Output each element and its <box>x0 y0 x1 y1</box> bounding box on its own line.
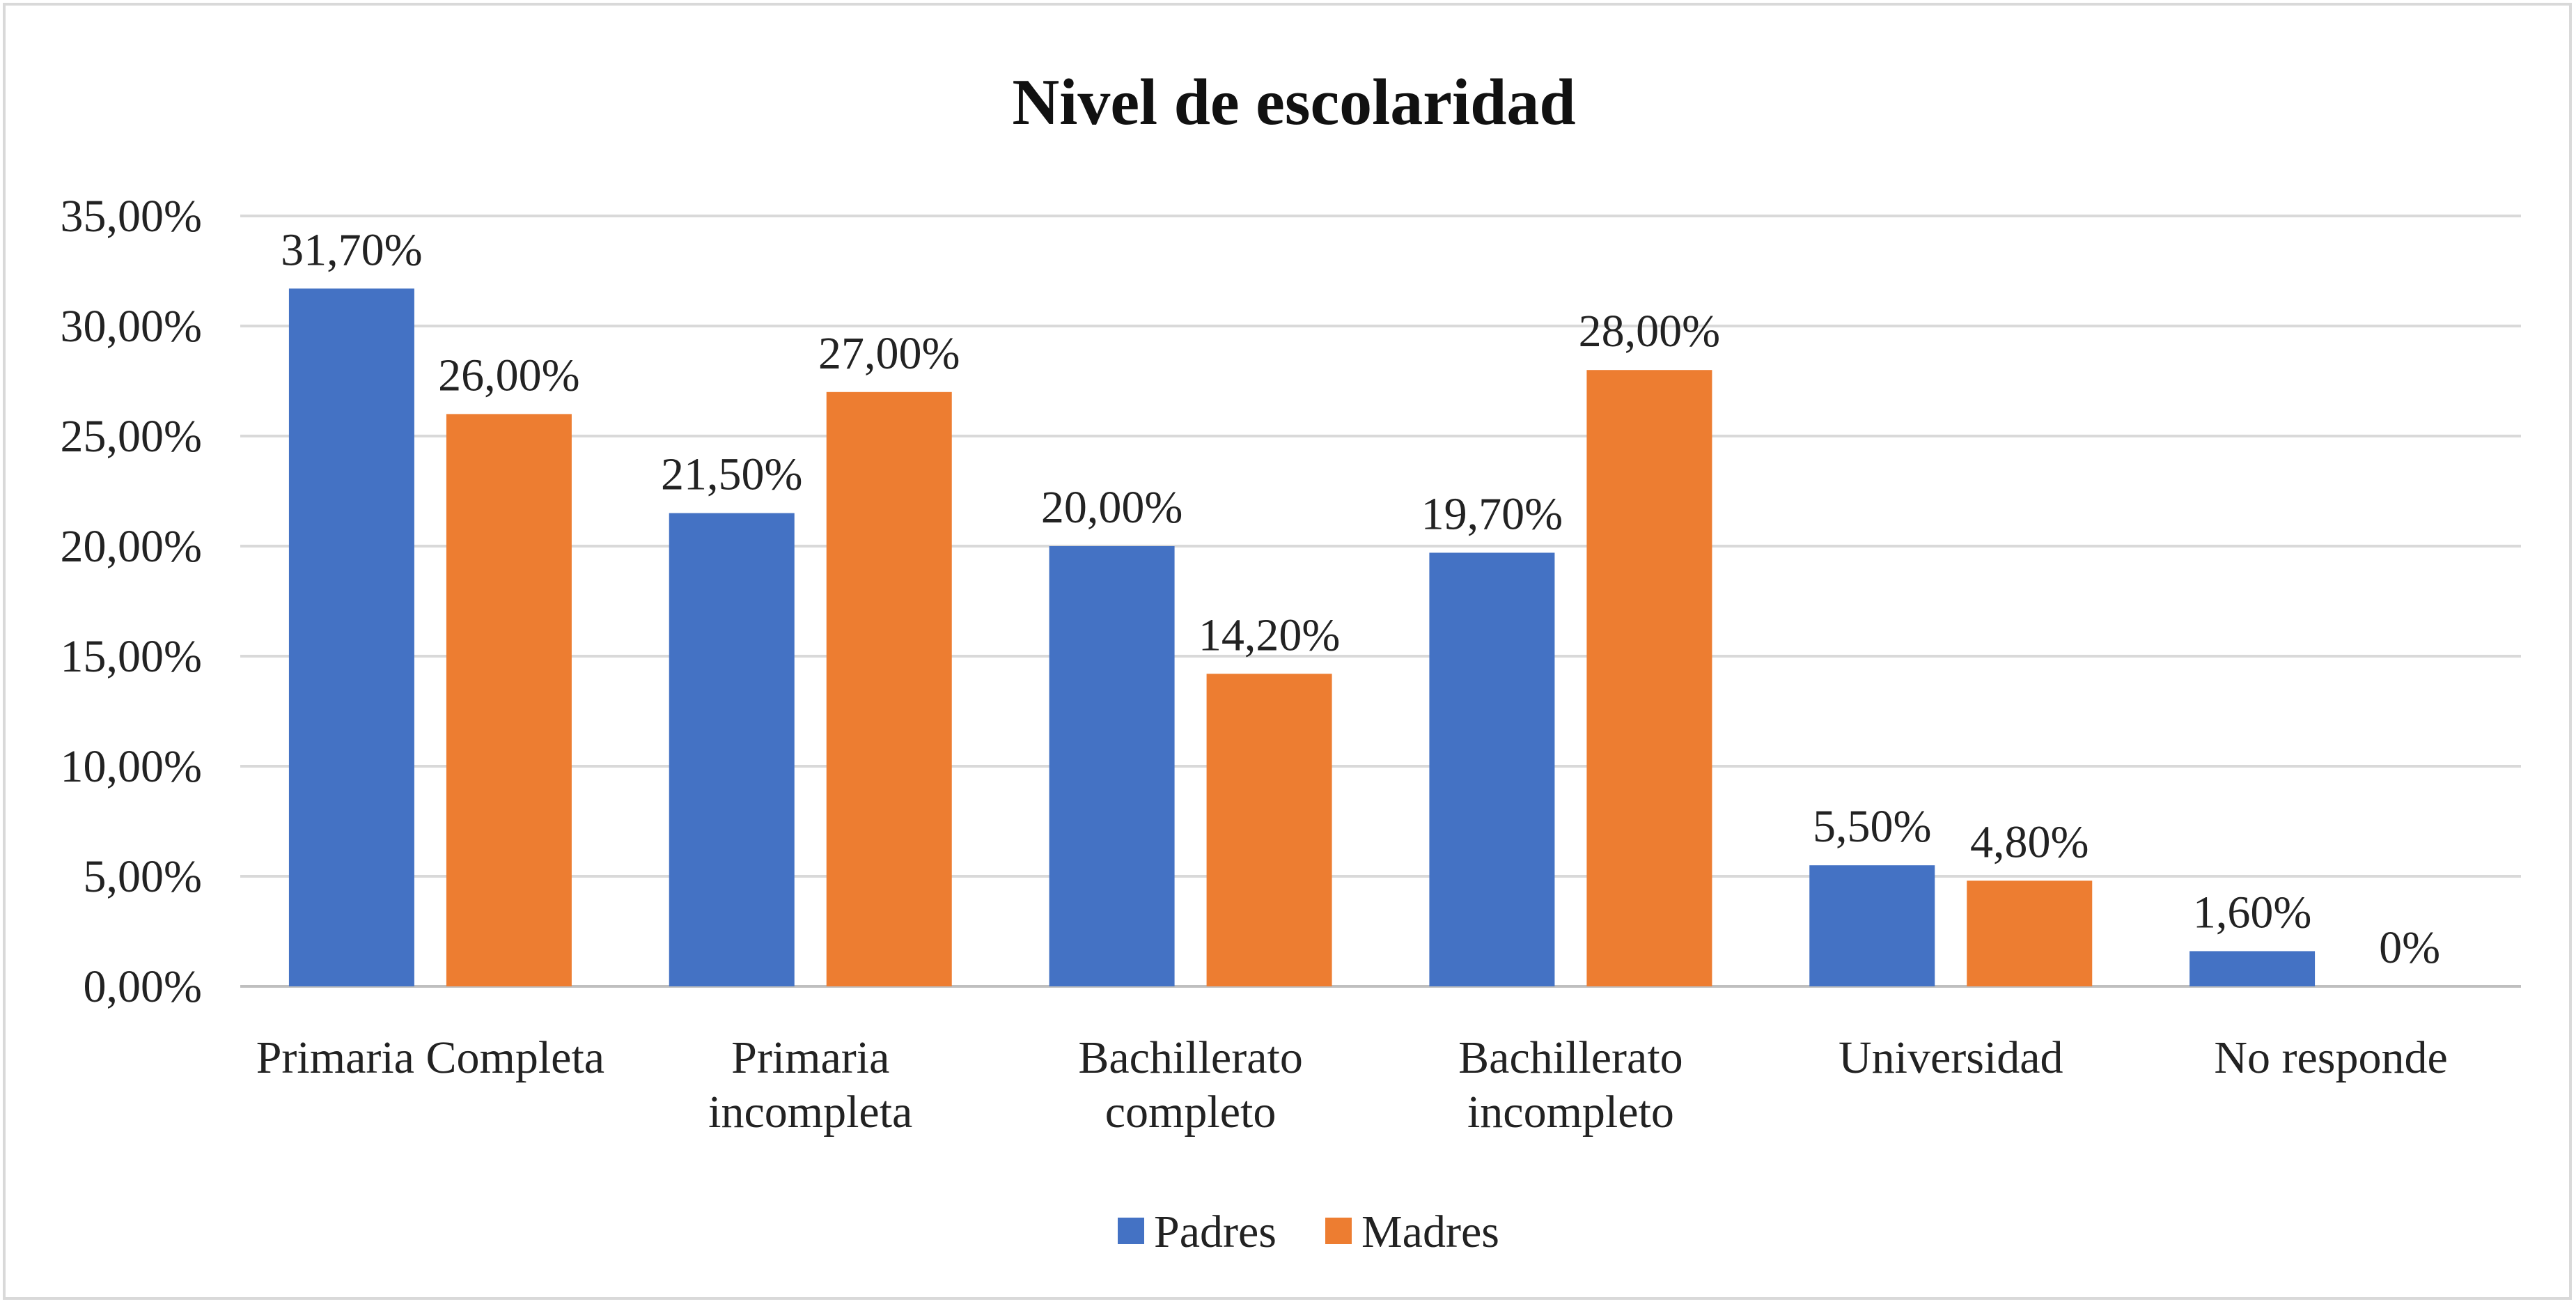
bar-padres <box>669 513 795 986</box>
gridlines <box>240 215 2521 988</box>
category-label: completo <box>1105 1087 1277 1138</box>
legend-swatch-padres <box>1118 1218 1144 1244</box>
bar-madres <box>826 391 952 986</box>
data-label: 21,50% <box>661 449 802 500</box>
data-label: 4,80% <box>1970 816 2089 867</box>
legend-label-madres: Madres <box>1361 1206 1499 1257</box>
category-label: Universidad <box>1839 1032 2063 1083</box>
bar-padres <box>1429 552 1555 986</box>
category-label: Bachillerato <box>1078 1032 1303 1083</box>
category-label: Bachillerato <box>1458 1032 1683 1083</box>
data-label: 27,00% <box>818 328 960 379</box>
category-label: Primaria Completa <box>256 1032 604 1083</box>
category-label: incompleta <box>708 1087 912 1138</box>
bar-madres <box>1206 674 1332 986</box>
y-tick-label: 25,00% <box>61 411 202 462</box>
bar-padres <box>1049 546 1175 986</box>
chart-title: Nivel de escolaridad <box>1012 66 1575 139</box>
data-label: 0% <box>2379 922 2440 973</box>
data-label: 14,20% <box>1199 610 1340 660</box>
y-axis-ticks: 0,00% 5,00% 10,00% 15,00% 20,00% 25,00% 30,00%… <box>61 191 202 1012</box>
legend-swatch-madres <box>1325 1218 1352 1244</box>
y-tick-label: 20,00% <box>61 521 202 572</box>
y-tick-label: 30,00% <box>61 301 202 352</box>
data-label: 28,00% <box>1579 306 1720 357</box>
bars <box>288 288 2316 986</box>
bar-madres <box>446 414 572 986</box>
category-label: No responde <box>2214 1032 2447 1083</box>
category-label: incompleto <box>1467 1087 1674 1138</box>
data-label: 19,70% <box>1421 488 1563 539</box>
y-tick-label: 0,00% <box>84 961 202 1012</box>
y-tick-label: 35,00% <box>61 191 202 242</box>
bar-padres <box>2189 951 2316 986</box>
legend-label-padres: Padres <box>1154 1206 1277 1257</box>
data-label: 20,00% <box>1041 482 1182 533</box>
data-label: 5,50% <box>1813 801 1931 852</box>
legend: Padres Madres <box>1118 1206 1499 1257</box>
bar-madres <box>1586 370 1712 986</box>
y-tick-label: 10,00% <box>61 741 202 792</box>
data-labels: 31,70% 26,00% 21,50% 27,00% 20,00% 14,20% 19,7… <box>281 224 2440 973</box>
data-label: 26,00% <box>438 350 579 401</box>
bar-padres <box>288 288 414 986</box>
bar-padres <box>1809 865 1935 986</box>
category-label: Primaria <box>731 1032 889 1083</box>
y-tick-label: 15,00% <box>61 631 202 682</box>
chart-frame <box>3 3 2572 1300</box>
y-tick-label: 5,00% <box>84 851 202 902</box>
bar-madres <box>1967 880 2093 986</box>
data-label: 31,70% <box>281 224 422 275</box>
data-label: 1,60% <box>2193 887 2311 938</box>
